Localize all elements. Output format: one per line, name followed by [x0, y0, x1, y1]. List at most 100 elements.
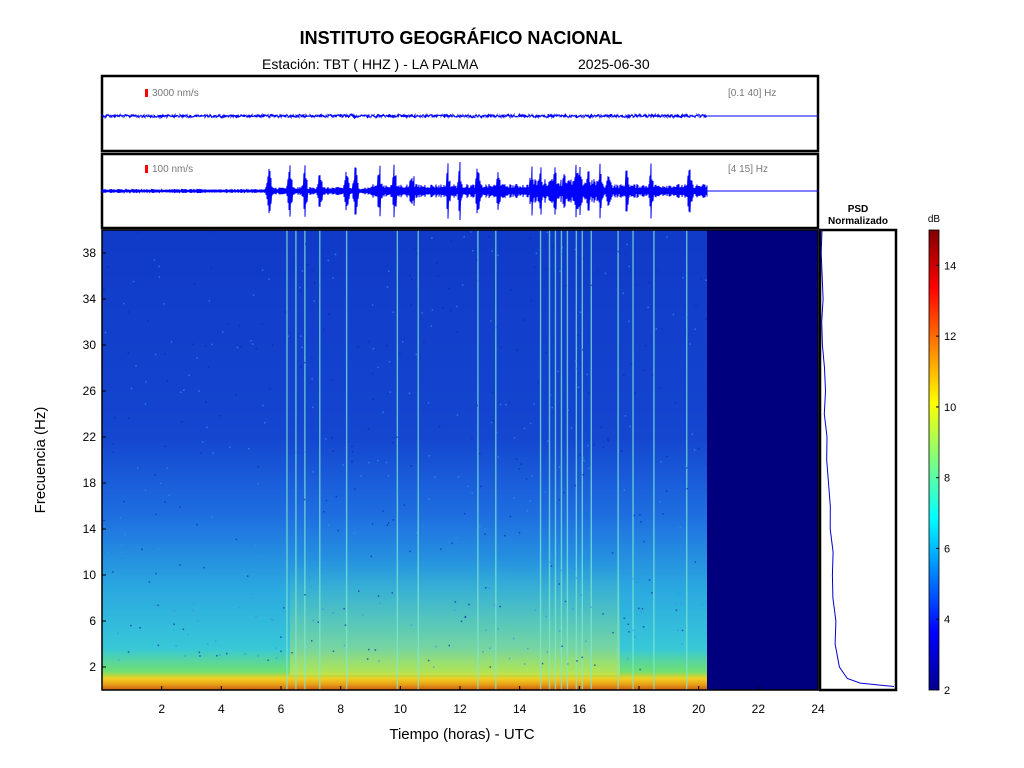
spectrogram-speckle [530, 578, 532, 580]
spectrogram-speckle [239, 324, 241, 327]
spectrogram-speckle [323, 328, 325, 331]
spectrogram-speckle [679, 526, 681, 528]
spectrogram-speckle [584, 575, 587, 578]
spectrogram-speckle [515, 458, 518, 460]
spectrogram-speckle [205, 401, 207, 403]
spectrogram-speckle [121, 544, 124, 546]
spectrogram-speckle [388, 522, 390, 524]
spectrogram-speckle [343, 644, 346, 647]
spectrogram-speckle [337, 529, 339, 532]
spectrogram-speckle [257, 466, 259, 468]
spectrogram-speckle [451, 542, 453, 545]
spectrogram-speckle [312, 619, 314, 622]
spectrogram-speckle [372, 398, 374, 400]
spectrogram-speckle [399, 353, 401, 355]
spectrogram-speckle [621, 587, 623, 589]
colorbar-tick-label: 14 [944, 260, 956, 272]
spectrogram-speckle [685, 316, 688, 319]
seismogram-trace-1 [101, 112, 818, 120]
spectrogram-speckle [583, 459, 585, 462]
spectrogram-speckle [360, 475, 362, 477]
spectrogram-speckle [328, 312, 331, 315]
spectrogram-speckle [312, 471, 314, 473]
spectrogram-speckle [628, 631, 630, 633]
spectrogram-speckle [272, 619, 274, 621]
spectrogram-speckle [488, 235, 490, 238]
spectrogram-speckle [107, 266, 109, 268]
y-tick-label: 38 [83, 246, 97, 260]
spectrogram-speckle [600, 426, 602, 429]
spectrogram-speckle [303, 498, 306, 501]
spectrogram-speckle [325, 438, 327, 440]
spectrogram-speckle [392, 441, 394, 444]
spectrogram-speckle [261, 269, 264, 271]
spectrogram-speckle [477, 271, 479, 273]
spectrogram-speckle [512, 565, 515, 567]
seismogram-1-frame [100, 74, 820, 153]
spectrogram-speckle [700, 278, 702, 280]
spectrogram-speckle [167, 585, 169, 587]
spectrogram-speckle [235, 538, 238, 541]
spectrogram-speckle [153, 604, 155, 607]
spectrogram-speckle [508, 657, 511, 660]
x-tick-label: 2 [158, 702, 165, 716]
y-tick-label: 34 [83, 292, 97, 306]
spectrogram-speckle [576, 660, 578, 662]
spectrogram-speckle [112, 571, 114, 573]
spectrogram-speckle [638, 607, 640, 610]
spectrogram-speckle [488, 587, 490, 589]
spectrogram-speckle [254, 544, 257, 547]
spectrogram-speckle [427, 402, 430, 404]
spectrogram-speckle [204, 345, 207, 347]
spectrogram-speckle [357, 346, 359, 348]
colorbar-gradient [928, 229, 940, 691]
spectrogram-speckle [431, 237, 433, 239]
spectrogram-speckle [505, 403, 507, 406]
spectrogram-speckle [362, 614, 364, 616]
x-tick-label: 20 [692, 702, 706, 716]
x-tick-label: 4 [218, 702, 225, 716]
spectrogram-speckle [334, 253, 337, 256]
spectrogram-speckle [512, 637, 515, 640]
spectrogram-speckle [643, 369, 646, 371]
spectrogram-speckle [207, 643, 209, 645]
spectrogram-speckle [497, 628, 499, 630]
spectrogram-speckle [358, 590, 360, 592]
spectrogram-speckle [268, 278, 270, 280]
spectrogram-speckle [456, 331, 458, 333]
spectrogram-speckle [388, 270, 390, 272]
colorbar-tick-label: 12 [944, 331, 956, 343]
spectrogram-speckle [636, 284, 638, 286]
spectrogram-speckle [626, 243, 628, 246]
x-tick-label: 18 [632, 702, 646, 716]
spectrogram-speckle [694, 561, 697, 563]
spectrogram-speckle [479, 453, 481, 455]
spectrogram-speckle [508, 401, 510, 404]
spectrogram-speckle [313, 300, 315, 302]
spectrogram-speckle [479, 525, 481, 528]
spectrogram-speckle [581, 656, 583, 659]
spectrogram-speckle [632, 578, 634, 580]
spectrogram-speckle [160, 482, 162, 485]
spectrogram-speckle [633, 514, 636, 517]
spectrogram-speckle [685, 466, 687, 468]
spectrogram-speckle [294, 451, 297, 454]
spectrogram-speckle [409, 275, 411, 277]
spectrogram-speckle [475, 259, 478, 261]
spectrogram-speckle [430, 325, 433, 327]
spectrogram-speckle [377, 459, 379, 462]
psd-title-line-2: Normalizado [828, 216, 888, 227]
scale-label-1: 3000 nm/s [152, 88, 199, 99]
spectrogram-speckle [585, 640, 587, 642]
spectrogram-speckle [323, 567, 325, 570]
spectrogram-speckle [634, 636, 636, 638]
spectrogram-speckle [629, 425, 631, 428]
spectrogram-speckle [343, 608, 345, 610]
spectrogram-speckle [166, 467, 168, 469]
spectrogram-speckle [155, 513, 157, 515]
spectrogram-speckle [685, 467, 688, 469]
spectrogram-speckle [434, 565, 436, 567]
spectrogram-speckle [308, 577, 311, 580]
x-axis: 2 4 6 8 10 12 14 16 18 20 22 24 [158, 686, 825, 716]
